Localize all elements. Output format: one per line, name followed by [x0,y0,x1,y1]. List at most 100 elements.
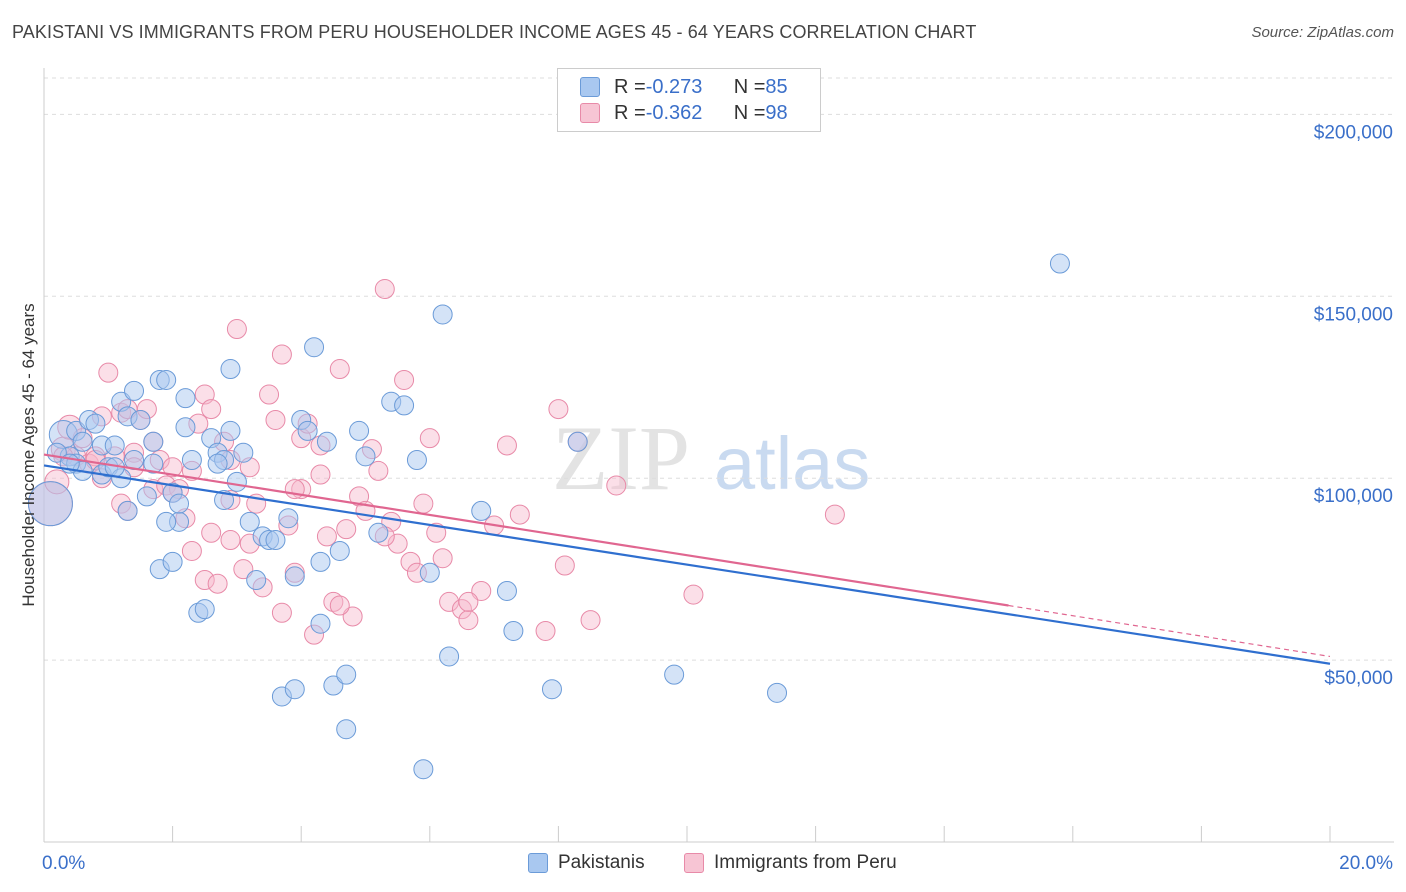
pakistanis-point [214,490,235,511]
pakistanis-point [336,664,357,685]
peru-point [342,606,363,627]
bottom-swatch-blue [528,853,548,873]
pakistanis-point [329,540,350,561]
legend-n-label: N = [733,75,766,98]
peru-point [509,504,530,525]
legend-n-value: 85 [765,75,788,98]
y-tick-label: $50,000 [1324,668,1393,689]
x-tick-label: 0.0% [42,853,85,874]
pakistanis-point [156,369,177,390]
peru-point [683,584,704,605]
peru-point [310,464,331,485]
watermark-atlas: atlas [714,422,870,505]
pakistanis-point [419,562,440,583]
legend-row-peru: R = -0.362 N = 98 [580,101,788,125]
pakistanis-point [406,450,427,470]
pakistanis-point [297,420,318,441]
pakistanis-point [239,511,260,532]
y-tick-label: $200,000 [1314,122,1393,143]
peru-trend-line [43,453,1009,607]
legend-r-value: -0.273 [645,75,703,98]
pakistanis-point [664,664,685,685]
bottom-legend-label: Pakistanis [558,852,645,873]
peru-point [329,359,350,380]
bottom-legend-label: Immigrants from Peru [714,852,897,873]
pakistanis-point [181,450,202,470]
pakistanis-point [368,522,389,543]
peru-point [316,526,337,547]
peru-point [554,555,575,576]
pakistanis-point [439,646,460,667]
peru-trend-extension [1008,604,1331,658]
zipatlas-watermark: ZIP atlas [552,407,870,509]
peru-point [265,409,286,430]
pakistanis-point [432,304,453,325]
pakistanis-point [156,511,177,532]
peru-point [458,610,479,631]
y-tick-label: $150,000 [1314,304,1393,325]
peru-point [580,610,601,631]
peru-point [259,384,280,405]
pakistanis-point [278,508,299,529]
pakistanis-point [136,486,157,507]
pakistanis-trend-line [43,464,1331,665]
pakistanis-point [194,599,215,620]
watermark-zip: ZIP [552,407,690,509]
peru-point [323,591,344,612]
peru-point [194,570,215,591]
pakistanis-point [220,420,241,441]
pakistanis-point [355,446,376,467]
peru-point [824,504,845,525]
peru-point [201,399,222,420]
peru-point [426,522,447,543]
pakistanis-point [349,420,370,441]
peru-point [394,369,415,390]
pakistanis-point [471,500,492,521]
legend-swatch-blue [580,77,600,97]
legend-n-label: N = [733,101,766,124]
peru-point [201,522,222,543]
legend-r-label: R = [614,101,646,124]
peru-point [271,602,292,623]
pakistanis-point [175,388,196,409]
peru-point [419,428,440,449]
pakistanis-point [233,442,254,463]
peru-point [432,548,453,569]
peru-point [181,540,202,561]
pakistanis-point [117,500,138,521]
correlation-legend: R = -0.273 N = 85 R = -0.362 N = 98 [557,68,821,132]
pakistanis-point [27,481,73,527]
pakistanis-point [316,431,337,452]
pakistanis-point [143,453,164,474]
pakistanis-point [304,337,325,358]
peru-point [458,591,479,612]
tick-labels: $50,000 $100,000 $150,000 $200,000 0.0% 20.0% [42,122,1393,874]
peru-point [98,362,119,383]
pakistanis-point [413,759,434,780]
trend-lines [43,453,1331,665]
pakistanis-point [323,675,344,696]
pakistanis-point [220,359,241,380]
pakistanis-point [394,395,415,416]
pakistanis-point [175,417,196,438]
pakistanis-point [284,679,305,700]
series-pakistanis-points [27,253,1070,780]
peru-point [387,533,408,554]
peru-point [226,319,247,340]
y-axis-label: Householder Income Ages 45 - 64 years [19,303,38,606]
peru-point [374,279,395,300]
chart-title: PAKISTANI VS IMMIGRANTS FROM PERU HOUSEH… [12,22,977,42]
pakistanis-point [541,679,562,700]
pakistanis-point [503,620,524,641]
pakistanis-point [246,570,267,591]
pakistanis-point [767,682,788,703]
pakistanis-point [310,551,331,572]
bottom-legend-peru: Immigrants from Peru [684,852,897,874]
peru-point [162,457,183,478]
pakistanis-point [143,431,164,452]
peru-point [606,475,627,496]
pakistanis-point [496,580,517,601]
pakistanis-point [207,453,228,474]
peru-point [368,460,389,481]
pakistanis-point [85,413,106,434]
